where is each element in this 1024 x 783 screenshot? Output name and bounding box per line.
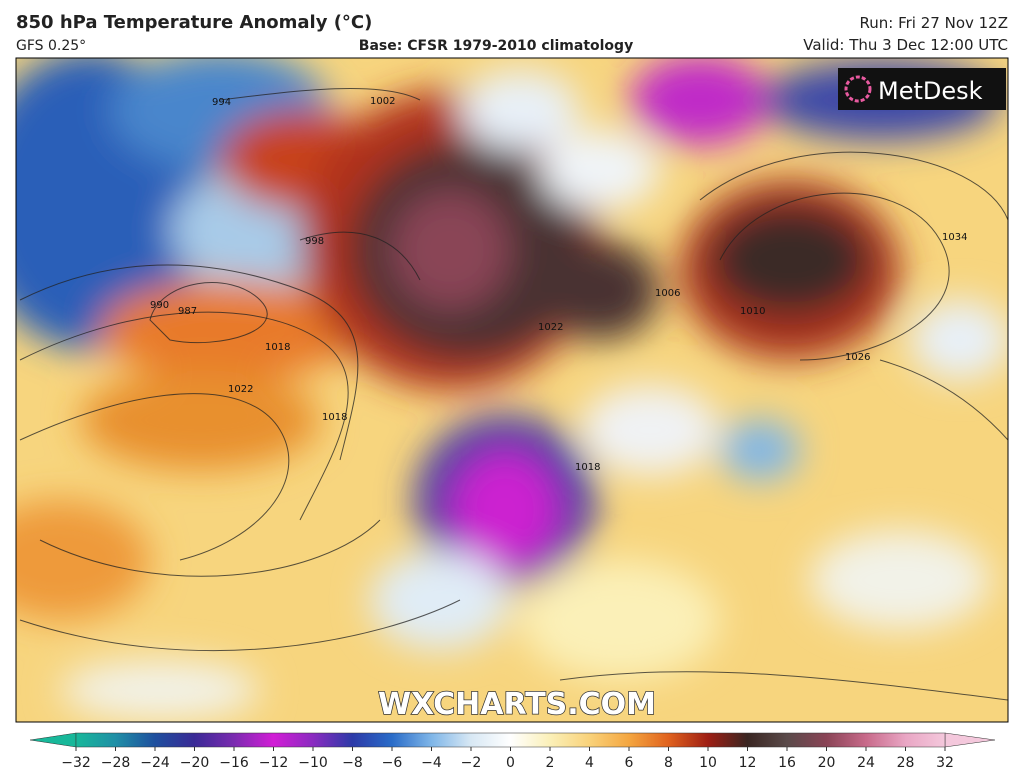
isobars bbox=[19, 87, 1008, 701]
isobar-label: 998 bbox=[305, 236, 324, 247]
colorbar-tick-label: −2 bbox=[461, 755, 482, 771]
map: 994 1002 998 987 990 1018 1022 1018 1022… bbox=[16, 58, 1008, 722]
colorbar-tick-label: 12 bbox=[739, 755, 757, 771]
colorbar-tick-label: −4 bbox=[421, 755, 442, 771]
colorbar-tick-label: 0 bbox=[506, 755, 515, 771]
title: 850 hPa Temperature Anomaly (°C) bbox=[16, 12, 372, 33]
colorbar-tick-label: −24 bbox=[140, 755, 170, 771]
isobar-label: 1034 bbox=[942, 232, 967, 243]
logo: MetDesk bbox=[878, 77, 983, 105]
colorbar-left-end bbox=[29, 732, 77, 748]
colorbar-tick-label: 6 bbox=[625, 755, 634, 771]
colorbar-tick-label: 8 bbox=[664, 755, 673, 771]
colorbar-tick-label: −12 bbox=[259, 755, 289, 771]
isobar-label: 1006 bbox=[655, 288, 680, 299]
colorbar-tick-label: 32 bbox=[936, 755, 954, 771]
isobar-label: 1002 bbox=[370, 96, 395, 107]
isobar-label: 994 bbox=[212, 97, 231, 108]
model: GFS 0.25° bbox=[16, 38, 86, 54]
colorbar-tick-label: 16 bbox=[778, 755, 796, 771]
isobar-label: 1018 bbox=[322, 412, 347, 423]
map-frame bbox=[15, 57, 1009, 723]
isobar-label: 1022 bbox=[538, 322, 563, 333]
isobar-label: 1026 bbox=[845, 352, 870, 363]
colorbar-tick-label: 20 bbox=[818, 755, 836, 771]
base: Base: CFSR 1979-2010 climatology bbox=[359, 38, 633, 54]
colorbar-tick-label: 4 bbox=[585, 755, 594, 771]
colorbar: −32 −28 −24 −20 −16 −12 −10 −8 −6 −4 −2 0 2 4 6 8 10 12 16… bbox=[29, 732, 996, 771]
valid: Valid: Thu 3 Dec 12:00 UTC bbox=[803, 36, 1008, 54]
colorbar-tick-label: −28 bbox=[101, 755, 131, 771]
watermark: WXCHARTS.COM bbox=[378, 687, 656, 722]
run: Run: Fri 27 Nov 12Z bbox=[860, 14, 1008, 32]
logo-icon bbox=[844, 75, 872, 103]
colorbar-tick-label: 2 bbox=[546, 755, 555, 771]
colorbar-tick-label: −20 bbox=[180, 755, 210, 771]
isobar-label: 1018 bbox=[575, 462, 600, 473]
isobar-label: 1018 bbox=[265, 342, 290, 353]
isobar-label: 990 bbox=[150, 300, 169, 311]
colorbar-tick-label: −8 bbox=[342, 755, 363, 771]
logo-box bbox=[838, 68, 1006, 110]
colorbar-right-end bbox=[944, 732, 996, 748]
colorbar-tick-label: −6 bbox=[382, 755, 403, 771]
colorbar-tick-label: −32 bbox=[61, 755, 91, 771]
isobar-label: 987 bbox=[178, 306, 197, 317]
colorbar-tick-label: 28 bbox=[897, 755, 915, 771]
isobar-label: 1010 bbox=[740, 306, 765, 317]
colorbar-tick-label: 24 bbox=[857, 755, 875, 771]
colorbar-tick-label: −10 bbox=[298, 755, 328, 771]
colorbar-tick-label: −16 bbox=[219, 755, 249, 771]
colorbar-tick-label: 10 bbox=[699, 755, 717, 771]
colorbar-body bbox=[75, 732, 946, 748]
isobar-label: 1022 bbox=[228, 384, 253, 395]
anomaly-field bbox=[16, 58, 1008, 720]
